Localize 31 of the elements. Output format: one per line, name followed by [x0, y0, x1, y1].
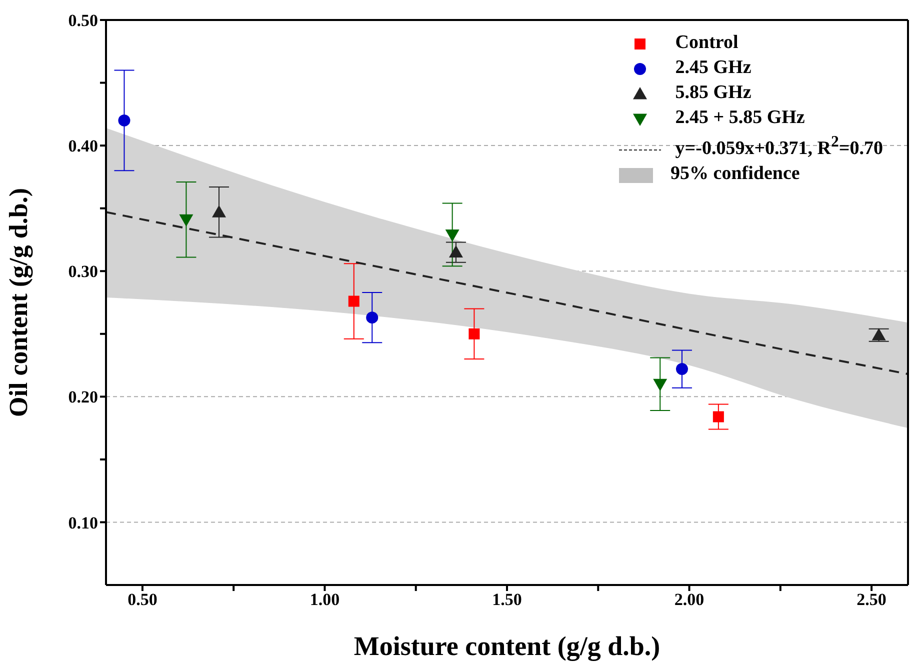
point [468, 328, 480, 340]
point [348, 296, 360, 307]
y-tick-label: 0.30 [68, 262, 98, 282]
x-tick-label: 2.50 [856, 590, 886, 610]
y-axis-title: Oil content (g/g d.b.) [4, 188, 34, 417]
point [712, 411, 724, 422]
point [653, 378, 668, 392]
y-tick-label: 0.20 [68, 388, 98, 407]
point [676, 363, 688, 376]
x-tick-label: 0.50 [128, 590, 158, 610]
y-tick-label: 0.50 [68, 11, 98, 30]
point [366, 312, 378, 324]
x-axis-title: Moisture content (g/g d.b.) [354, 631, 660, 661]
legend-label: y=-0.059x+0.371, R$^{2}$=0.70 [675, 134, 883, 160]
y-tick-label: 0.40 [68, 136, 98, 156]
x-tick-label: 1.00 [310, 590, 340, 610]
y-tick-label: 0.10 [68, 513, 98, 532]
annotation: 95% confidence [670, 163, 800, 184]
point [118, 114, 130, 126]
point [445, 229, 460, 242]
point [872, 328, 886, 340]
legend-label: Control [675, 32, 738, 53]
line-series [106, 211, 908, 376]
x-tick-label: 2.00 [674, 590, 704, 610]
legend-label: 5.85 GHz [675, 82, 752, 103]
point [179, 214, 194, 227]
legend-label: 2.45 + 5.85 GHz [675, 107, 805, 128]
legend-label: 2.45 GHz [675, 57, 752, 78]
point [448, 245, 463, 258]
point [212, 205, 226, 218]
x-tick-label: 1.50 [492, 590, 522, 610]
